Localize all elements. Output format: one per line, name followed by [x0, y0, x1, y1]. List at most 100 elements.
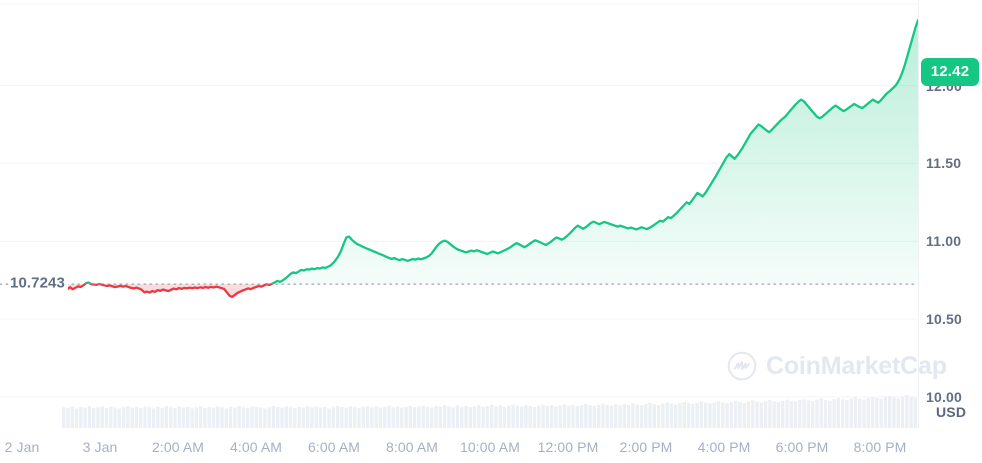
volume-bar	[609, 405, 614, 428]
volume-bar	[879, 398, 883, 428]
volume-bar	[828, 400, 832, 428]
volume-bar	[293, 408, 297, 428]
volume-bar	[721, 402, 725, 428]
volume-bar	[117, 408, 122, 428]
volume-bar	[400, 407, 404, 428]
volume-bar	[733, 400, 738, 428]
volume-bar	[121, 407, 126, 428]
volume-bar	[614, 404, 618, 428]
volume-bar	[143, 406, 147, 428]
volume-bar	[592, 406, 597, 428]
y-tick-label: 11.50	[926, 155, 962, 172]
volume-bar	[344, 407, 348, 428]
volume-bar	[348, 406, 353, 428]
volume-bar	[198, 406, 203, 428]
volume-bar	[691, 404, 695, 428]
volume-bar	[494, 406, 498, 428]
volume-bar	[785, 399, 789, 428]
volume-bar	[378, 407, 383, 428]
volume-bar	[147, 407, 151, 428]
volume-bar	[228, 406, 233, 428]
volume-bar	[781, 400, 785, 428]
volume-bar	[909, 396, 913, 428]
volume-bar	[412, 407, 417, 428]
volume-bar	[477, 405, 481, 428]
volume-bar	[481, 406, 485, 428]
volume-bar	[216, 406, 220, 428]
volume-bar	[335, 406, 340, 428]
volume-bar	[759, 402, 764, 428]
volume-bar	[768, 400, 772, 428]
volume-bar	[207, 406, 211, 428]
chart-canvas[interactable]	[0, 0, 918, 428]
volume-bar	[515, 405, 520, 428]
volume-bar	[862, 399, 866, 428]
volume-bar	[357, 408, 361, 428]
volume-bar	[537, 405, 541, 428]
volume-bar	[455, 405, 460, 428]
volume-bar	[524, 405, 528, 428]
volume-bar	[789, 400, 793, 428]
volume-bar	[438, 406, 443, 428]
volume-bar	[695, 402, 699, 428]
volume-bar	[772, 401, 776, 428]
volume-bar	[704, 402, 708, 428]
volume-bar	[579, 405, 584, 428]
volume-bar	[588, 405, 592, 428]
volume-bar	[451, 407, 455, 428]
volume-bar	[639, 405, 644, 428]
volume-bar	[870, 396, 875, 428]
volume-bar	[485, 406, 490, 428]
volume-bar	[661, 403, 665, 428]
volume-bar	[370, 407, 374, 428]
y-tick-label: 11.00	[926, 233, 962, 250]
chart-plot-area[interactable]	[0, 0, 918, 428]
current-price-badge[interactable]: 12.42	[921, 58, 979, 87]
volume-bar	[361, 406, 365, 428]
volume-bar	[83, 407, 87, 428]
volume-bar	[173, 408, 177, 428]
volume-bar	[763, 401, 768, 428]
volume-bar	[314, 406, 318, 428]
volume-bar	[554, 406, 558, 428]
volume-bar	[699, 401, 704, 428]
volume-bar	[404, 406, 408, 428]
x-tick-label: 8:00 AM	[385, 439, 439, 455]
volume-bar	[558, 405, 562, 428]
volume-bar	[280, 407, 284, 428]
volume-bar	[738, 402, 742, 428]
volume-bar	[250, 406, 254, 428]
volume-bar	[597, 404, 601, 428]
volume-bar	[246, 408, 250, 428]
volume-bar	[151, 408, 156, 428]
volume-bar	[134, 406, 139, 428]
volume-bar	[87, 406, 92, 428]
volume-bar	[656, 404, 661, 428]
volume-bar	[104, 408, 109, 428]
y-axis-unit-label: USD	[936, 404, 967, 420]
area-fill-up	[62, 20, 918, 285]
volume-bar	[900, 396, 905, 428]
volume-bar	[806, 400, 811, 428]
volume-bar	[674, 404, 678, 428]
volume-bar	[258, 407, 263, 428]
y-tick-label: 10.50	[926, 311, 963, 328]
volume-bar	[751, 400, 755, 428]
volume-bar	[665, 402, 669, 428]
x-tick-label: 4:00 PM	[697, 439, 751, 455]
volume-bar	[729, 402, 734, 428]
volume-bar	[284, 406, 288, 428]
volume-bar	[62, 407, 66, 428]
volume-bar	[447, 406, 451, 428]
volume-bar	[686, 403, 691, 428]
volume-bar	[605, 404, 609, 428]
x-tick-label: 6:00 AM	[307, 439, 361, 455]
volume-bar	[203, 408, 207, 428]
volume-bar	[622, 404, 627, 428]
volume-bar	[160, 407, 164, 428]
reference-price-label: 10.7243	[10, 273, 68, 293]
volume-bar	[746, 401, 751, 428]
volume-bar	[519, 406, 524, 428]
volume-bar	[601, 403, 605, 428]
